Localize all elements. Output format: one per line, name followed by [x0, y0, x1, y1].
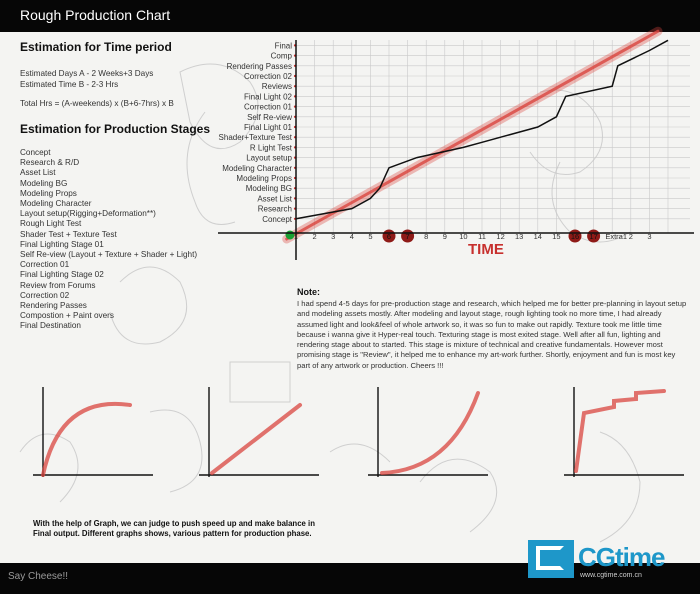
mini-charts	[33, 387, 684, 477]
y-tick-label: Correction 02	[244, 72, 293, 81]
y-tick-label: Layout setup	[246, 154, 292, 163]
x-tick-label: 16	[571, 232, 579, 241]
y-tick-label: Modeling Character	[222, 164, 292, 173]
y-tick-label: Concept	[262, 215, 293, 224]
stage-item: Modeling BG	[20, 178, 68, 188]
footer-bar: Say Cheese!!	[0, 563, 700, 594]
time-line-1: Estimated Days A - 2 Weeks+3 Days	[20, 69, 154, 78]
time-line-3: Total Hrs = (A-weekends) x (B+6-7hrs) x …	[20, 99, 174, 108]
x-tick-label: 15	[552, 232, 560, 241]
x-tick-label: 3	[647, 232, 651, 241]
x-axis-label: TIME	[468, 241, 504, 258]
mini-curve	[380, 391, 480, 475]
mini-chart-3	[368, 387, 488, 477]
y-tick-label: Modeling Props	[236, 174, 292, 183]
time-section-heading: Estimation for Time period	[20, 40, 172, 54]
mini-curve	[574, 389, 666, 473]
progress-line	[295, 39, 669, 220]
progress-layer	[285, 39, 669, 240]
stage-item: Final Destination	[20, 321, 81, 331]
x-tick-label: 9	[443, 232, 447, 241]
graph-caption: With the help of Graph, we can judge to …	[33, 519, 315, 538]
stage-item: Concept	[20, 148, 51, 157]
x-tick-label: 11	[478, 232, 486, 241]
stage-item: Research & R/D	[20, 158, 80, 168]
x-tick-label: 5	[368, 232, 372, 241]
y-tick-label: Comp	[271, 52, 293, 61]
stage-section-heading: Estimation for Production Stages	[20, 122, 211, 136]
x-tick-label: 17	[589, 232, 597, 241]
stage-item: Final Lighting Stage 01	[20, 239, 104, 249]
stage-item: Self Re-view (Layout + Texture + Shader …	[20, 250, 198, 260]
stage-item: Correction 01	[20, 260, 70, 270]
background-sketch	[19, 63, 641, 543]
stage-item: Final Lighting Stage 02	[20, 270, 104, 280]
logo-text: CGtime	[578, 542, 665, 572]
time-line-2: Estimated Time B - 2-3 Hrs	[20, 80, 119, 89]
chart-grid	[295, 40, 690, 233]
mini-chart-4	[564, 387, 684, 477]
stage-item: Asset List	[20, 168, 56, 178]
x-tick-label: 2	[629, 232, 633, 241]
x-tick-labels: 1234567891011121314151617Extra123	[294, 229, 651, 243]
stage-item: Compostion + Paint overs	[20, 311, 114, 321]
y-tick-label: Rendering Passes	[227, 62, 292, 71]
stage-item: Shader Test + Texture Test	[20, 229, 117, 239]
mini-curve	[41, 401, 132, 477]
start-dot	[285, 230, 295, 240]
note-body: I had spend 4-5 days for pre-production …	[297, 299, 687, 370]
footer-text: Say Cheese!!	[8, 571, 69, 582]
y-tick-label: Shader+Texture Test	[219, 133, 293, 142]
y-tick-label: Final Light 01	[244, 123, 293, 132]
mini-chart-1	[33, 387, 153, 477]
x-tick-label: 12	[496, 232, 504, 241]
stage-item: Correction 02	[20, 290, 70, 300]
title-bar: Rough Production Chart	[0, 0, 700, 32]
x-tick-label: 4	[350, 232, 354, 241]
trend-line	[285, 29, 660, 241]
y-tick-label: R Light Test	[250, 143, 293, 152]
x-tick-label: 2	[313, 232, 317, 241]
x-tick-label: Extra1	[605, 232, 627, 241]
stage-item: Review from Forums	[20, 280, 96, 290]
window-title: Rough Production Chart	[20, 7, 171, 23]
y-tick-label: Reviews	[262, 82, 292, 91]
x-tick-label: 8	[424, 232, 428, 241]
stage-item: Layout setup(Rigging+Deformation**)	[20, 209, 156, 219]
y-tick-label: Asset List	[257, 194, 292, 203]
y-tick-label: Final Light 02	[244, 92, 293, 101]
x-tick-label: 10	[459, 232, 467, 241]
y-tick-label: Modeling BG	[246, 184, 292, 193]
stage-item: Modeling Character	[20, 199, 92, 209]
stage-list: Concept Research & R/D Asset List Modeling …	[20, 148, 197, 332]
x-tick-label: 7	[406, 232, 410, 241]
mini-curve	[210, 403, 302, 475]
y-tick-label: Correction 01	[244, 103, 293, 112]
y-tick-label: Research	[258, 205, 292, 214]
stage-item: Rendering Passes	[20, 301, 87, 311]
y-tick-label: Final	[275, 41, 293, 50]
note-title: Note:	[297, 287, 320, 297]
stage-item: Rough Light Test	[20, 219, 82, 229]
mini-chart-2	[199, 387, 319, 477]
trend-layer	[282, 26, 663, 244]
x-tick-label: 6	[387, 232, 391, 241]
y-tick-label: Self Re-view	[247, 113, 292, 122]
x-tick-label: 13	[515, 232, 523, 241]
x-tick-label: 3	[331, 232, 335, 241]
x-tick-label: 14	[534, 232, 542, 241]
cgtime-logo-icon	[528, 540, 574, 578]
stage-item: Modeling Props	[20, 188, 77, 198]
logo-url: www.cgtime.com.cn	[580, 572, 642, 579]
